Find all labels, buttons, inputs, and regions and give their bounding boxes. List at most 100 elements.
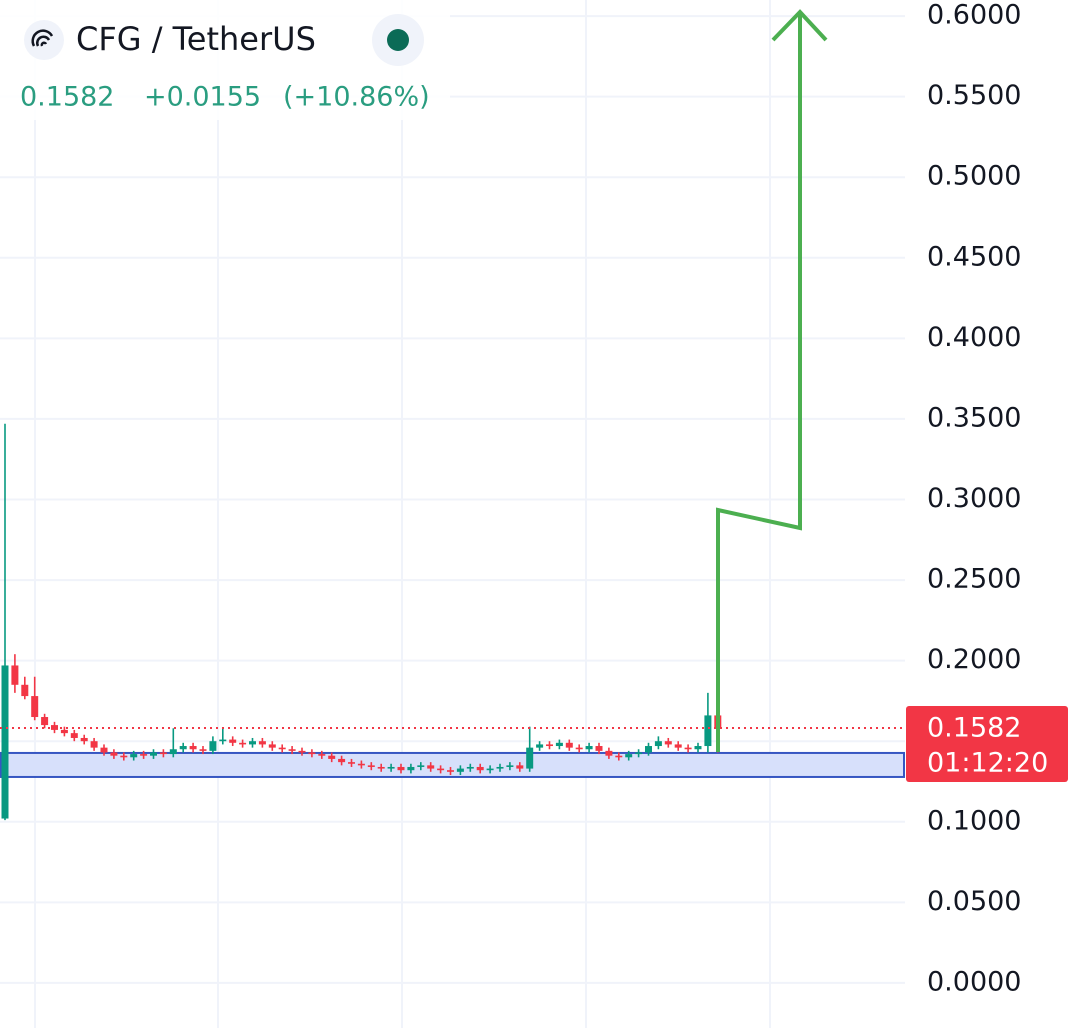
candle-body	[635, 752, 643, 755]
arrow-head	[771, 9, 828, 42]
price-axis: 0.00000.05000.10000.15000.20000.25000.30…	[0, 0, 1068, 997]
header-change: +0.0155	[144, 82, 261, 113]
candle-body	[258, 741, 266, 745]
candle-body	[219, 739, 227, 742]
candle-body	[348, 762, 355, 764]
zone-box	[0, 751, 905, 778]
candle-body	[31, 696, 39, 718]
y-tick-label: 0.6000	[927, 0, 1021, 31]
candle-body	[645, 746, 652, 753]
symbol-icon-mark	[31, 29, 54, 47]
candle-body	[357, 763, 365, 766]
candle-body	[397, 766, 405, 771]
time-grid	[34, 0, 771, 1028]
candle-body	[288, 749, 296, 751]
candle-body	[704, 715, 712, 747]
candle-body	[476, 766, 484, 771]
candle-body	[120, 755, 128, 758]
y-tick-label: 0.2000	[927, 644, 1021, 675]
candle-body	[229, 739, 237, 743]
candle-body	[526, 747, 534, 769]
candle-body	[615, 755, 623, 758]
candle-body	[80, 737, 88, 742]
candle-body	[239, 742, 247, 745]
candle-body	[179, 746, 187, 750]
y-tick-label: 0.2500	[927, 564, 1021, 595]
candle-body	[407, 766, 415, 771]
candle-body	[199, 749, 207, 751]
symbol-icon	[24, 20, 64, 60]
candle-body	[555, 742, 563, 747]
countdown-label: 01:12:20	[927, 747, 1048, 778]
candle-body	[654, 741, 662, 747]
price-label: 0.1582	[927, 712, 1021, 743]
zone-layer	[0, 751, 905, 778]
candle-body	[496, 766, 504, 769]
candle-body	[159, 752, 167, 755]
y-tick-label: 0.5500	[927, 80, 1021, 111]
candle-body	[11, 665, 19, 685]
candle-body	[595, 746, 603, 751]
status-dot	[387, 29, 409, 51]
candle-body	[189, 746, 197, 750]
y-tick-label: 0.5000	[927, 161, 1021, 192]
candle-body	[417, 765, 425, 767]
grid	[0, 15, 905, 984]
candle-body	[466, 766, 474, 769]
candle-body	[565, 742, 573, 748]
candle-body	[377, 766, 385, 769]
candle-body	[90, 741, 98, 748]
candle-body	[298, 750, 306, 753]
candle-body	[506, 765, 514, 767]
candle-body	[268, 744, 276, 748]
candle-body	[41, 717, 49, 726]
candle-body	[427, 765, 435, 769]
candle-body	[70, 733, 78, 738]
candle-body	[684, 747, 692, 750]
header-bg	[0, 0, 450, 120]
y-tick-label: 0.1000	[927, 805, 1021, 836]
header-change-pct: (+10.86%)	[283, 82, 430, 113]
candle-body	[546, 744, 553, 747]
candle-body	[60, 729, 68, 734]
arrow-drawing	[716, 12, 802, 752]
candle-body	[387, 766, 395, 769]
candle-body	[21, 684, 29, 697]
candle-body	[437, 768, 445, 771]
price-label-bg	[906, 705, 1068, 782]
candle-body	[110, 752, 118, 756]
candle-body	[150, 752, 157, 756]
candle-body	[367, 765, 375, 767]
y-tick-label: 0.4000	[927, 322, 1021, 353]
candle-body	[456, 768, 464, 772]
candle-body	[585, 746, 593, 750]
candle-body	[605, 750, 613, 756]
candle-body	[338, 758, 346, 763]
candle-body	[249, 741, 256, 745]
candle-body	[664, 741, 672, 745]
candle-body	[1, 665, 9, 819]
candle-body	[100, 747, 108, 753]
candle-body	[209, 741, 217, 751]
candle-body	[278, 747, 286, 750]
candle-body	[536, 744, 544, 748]
candle-body	[308, 752, 316, 755]
candle-body	[625, 754, 633, 758]
candle-body	[169, 749, 177, 755]
candle-body	[318, 754, 326, 756]
candle-body	[328, 755, 336, 759]
y-tick-label: 0.3000	[927, 483, 1021, 514]
symbol-title: CFG / TetherUS	[76, 20, 316, 58]
candle-body	[674, 744, 682, 748]
y-tick-label: 0.4500	[927, 241, 1021, 272]
candle-body	[694, 746, 702, 750]
header-price: 0.1582	[20, 82, 114, 113]
candle-body	[516, 765, 524, 769]
candle-body	[447, 770, 454, 772]
y-tick-label: 0.0000	[927, 966, 1021, 997]
y-tick-label: 0.0500	[927, 886, 1021, 917]
y-tick-label: 0.3500	[927, 402, 1021, 433]
candle-body	[486, 768, 494, 771]
